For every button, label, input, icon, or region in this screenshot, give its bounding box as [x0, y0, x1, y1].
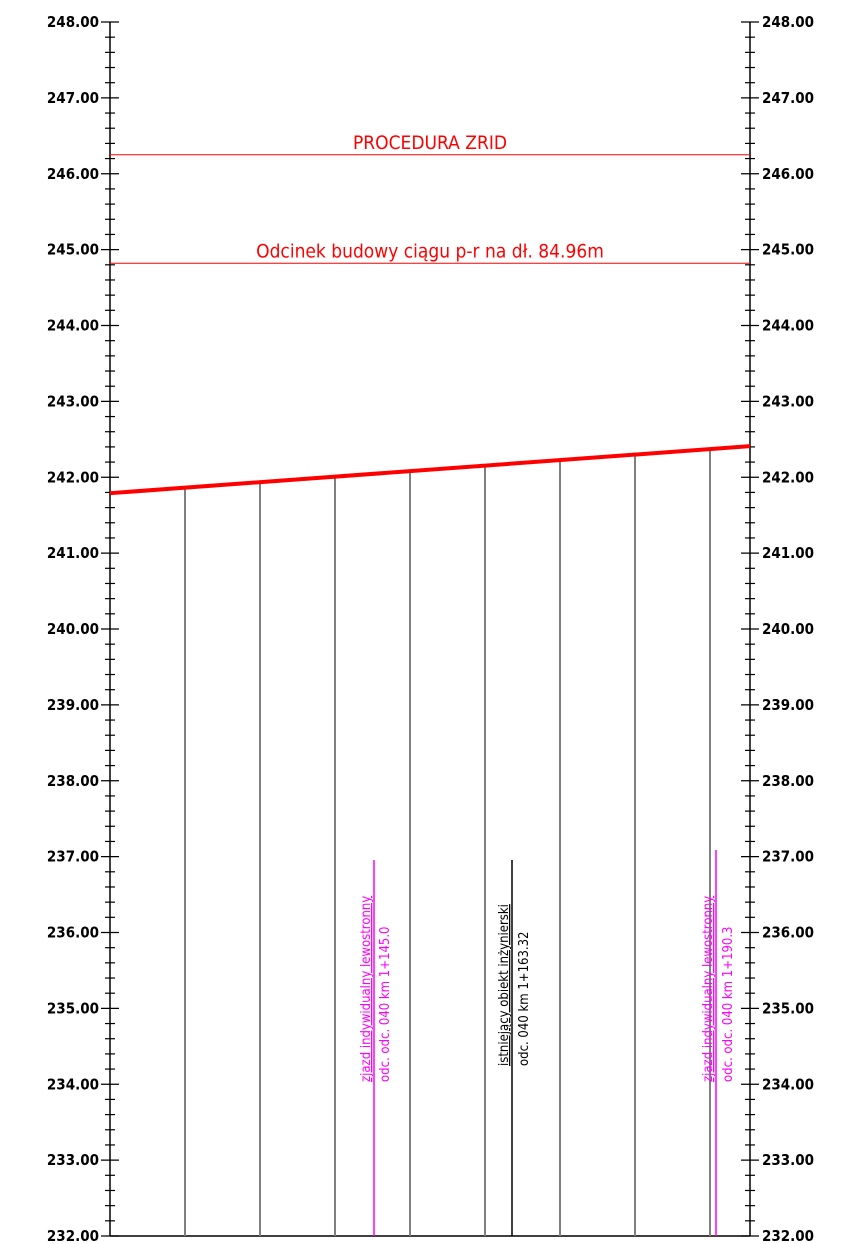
left-tick-label: 247.00 — [47, 89, 99, 107]
right-tick-label: 242.00 — [762, 468, 814, 486]
right-tick-label: 246.00 — [762, 165, 814, 183]
left-tick-label: 239.00 — [47, 696, 99, 714]
right-tick-label: 244.00 — [762, 317, 814, 335]
right-tick-label: 232.00 — [762, 1227, 814, 1244]
right-axis-labels: 248.00 247.00 246.00 245.00 244.00 243.00 242.… — [762, 13, 814, 1244]
left-tick-label: 242.00 — [47, 468, 99, 486]
right-tick-label: 248.00 — [762, 13, 814, 31]
left-tick-label: 233.00 — [47, 1151, 99, 1169]
right-tick-label: 247.00 — [762, 89, 814, 107]
left-tick-label: 243.00 — [47, 392, 99, 410]
left-tick-label: 244.00 — [47, 317, 99, 335]
right-tick-label: 237.00 — [762, 848, 814, 866]
right-tick-label: 236.00 — [762, 924, 814, 942]
right-tick-label: 243.00 — [762, 392, 814, 410]
right-tick-label: 245.00 — [762, 241, 814, 259]
axis-ticks — [101, 21, 759, 1237]
left-tick-label: 240.00 — [47, 620, 99, 638]
right-tick-label: 235.00 — [762, 999, 814, 1017]
station-lines — [184, 449, 711, 1236]
left-tick-label: 235.00 — [47, 999, 99, 1017]
right-tick-label: 233.00 — [762, 1151, 814, 1169]
obiekt-163-text-2: odc. 040 km 1+163.32 — [517, 931, 532, 1066]
obiekt-163-text-1: istniejący obiekt inżynierski — [497, 904, 512, 1066]
left-axis-labels: 248.00 247.00 246.00 245.00 244.00 243.00 242.… — [47, 13, 99, 1244]
right-tick-label: 241.00 — [762, 544, 814, 562]
zjazd-145-text-1: zjazd indywidualny lewostronny — [359, 896, 374, 1082]
grade-line — [109, 444, 751, 496]
zjazd-145-text-2: odc. odc. 040 km 1+145.0 — [378, 927, 393, 1083]
zjazd-190-text-1: zjazd indywidualny lewostronny — [701, 896, 716, 1082]
left-tick-label: 232.00 — [47, 1227, 99, 1244]
right-tick-label: 240.00 — [762, 620, 814, 638]
left-tick-label: 236.00 — [47, 924, 99, 942]
right-tick-label: 239.00 — [762, 696, 814, 714]
procedura-zrid-label: PROCEDURA ZRID — [353, 132, 507, 154]
left-tick-label: 238.00 — [47, 772, 99, 790]
odcinek-budowy-label: Odcinek budowy ciągu p-r na dł. 84.96m — [256, 240, 604, 262]
left-tick-label: 234.00 — [47, 1075, 99, 1093]
left-tick-label: 237.00 — [47, 848, 99, 866]
zjazd-190-text-2: odc. odc. 040 km 1+190.3 — [721, 927, 736, 1083]
left-tick-label: 241.00 — [47, 544, 99, 562]
left-tick-label: 245.00 — [47, 241, 99, 259]
right-tick-label: 238.00 — [762, 772, 814, 790]
left-tick-label: 246.00 — [47, 165, 99, 183]
left-tick-label: 248.00 — [47, 13, 99, 31]
right-tick-label: 234.00 — [762, 1075, 814, 1093]
